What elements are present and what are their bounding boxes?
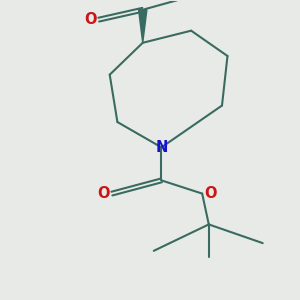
Polygon shape: [139, 10, 147, 43]
Text: O: O: [84, 12, 97, 27]
Text: O: O: [97, 186, 110, 201]
Text: O: O: [204, 186, 217, 201]
Text: N: N: [155, 140, 168, 155]
